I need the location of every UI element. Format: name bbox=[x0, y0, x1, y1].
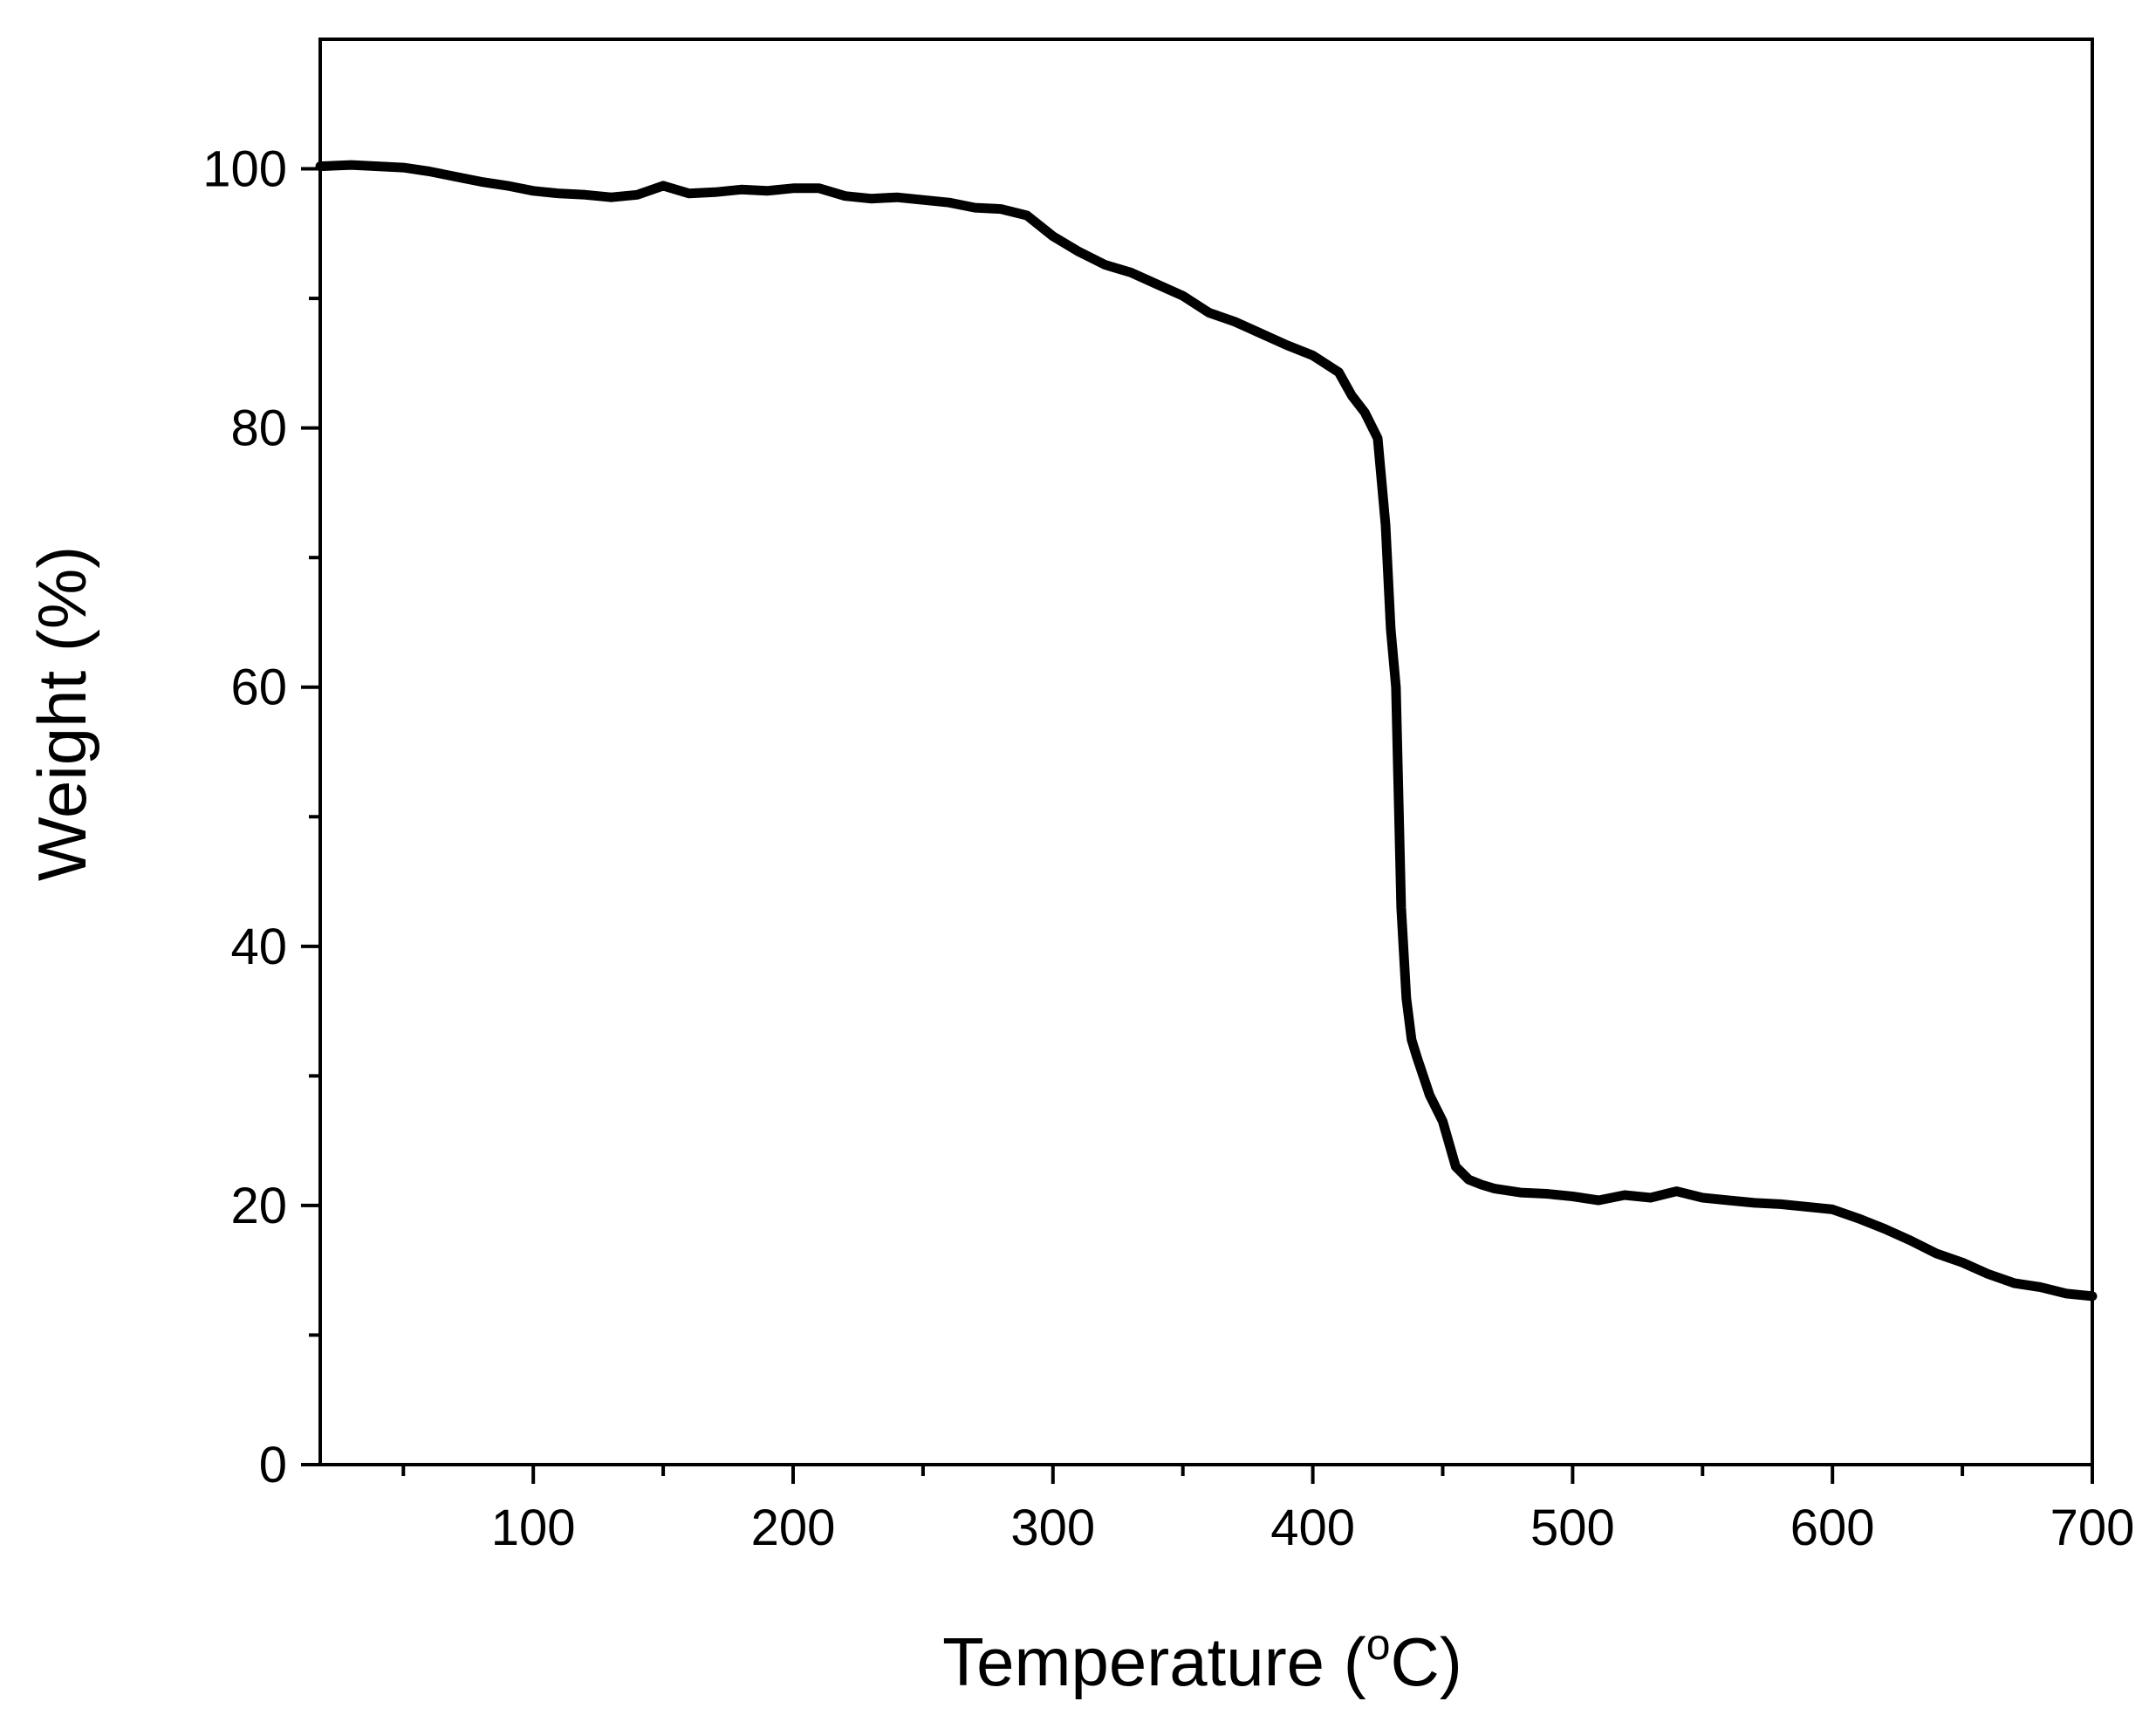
x-tick-label: 100 bbox=[491, 1500, 576, 1556]
x-tick-label: 300 bbox=[1010, 1500, 1095, 1556]
plot-frame bbox=[318, 38, 2094, 1466]
x-tick-label: 700 bbox=[2050, 1500, 2135, 1556]
x-tick-label: 400 bbox=[1270, 1500, 1355, 1556]
y-tick-label: 60 bbox=[230, 659, 287, 716]
plot-area bbox=[315, 38, 2098, 1466]
y-axis: 0 20 40 60 80 100 bbox=[202, 141, 320, 1493]
y-axis-title: Weight (%) bbox=[24, 546, 100, 881]
x-axis: 100 200 300 400 500 600 700 bbox=[401, 1465, 2135, 1556]
x-axis-title-sup: o bbox=[1366, 1620, 1391, 1669]
y-tick-label: 40 bbox=[230, 919, 287, 975]
y-tick-label: 20 bbox=[230, 1178, 287, 1234]
series-line-0 bbox=[315, 160, 2098, 1302]
x-axis-title-end: C) bbox=[1391, 1623, 1462, 1700]
x-axis-title-main: Temperature ( bbox=[942, 1623, 1366, 1700]
x-axis-title: Temperature (oC) bbox=[942, 1620, 1462, 1700]
y-tick-label: 0 bbox=[259, 1437, 287, 1493]
y-tick-label: 80 bbox=[230, 400, 287, 457]
x-tick-label: 200 bbox=[751, 1500, 836, 1556]
x-tick-label: 500 bbox=[1530, 1500, 1615, 1556]
x-tick-label: 600 bbox=[1790, 1500, 1875, 1556]
y-tick-label: 100 bbox=[202, 141, 287, 198]
